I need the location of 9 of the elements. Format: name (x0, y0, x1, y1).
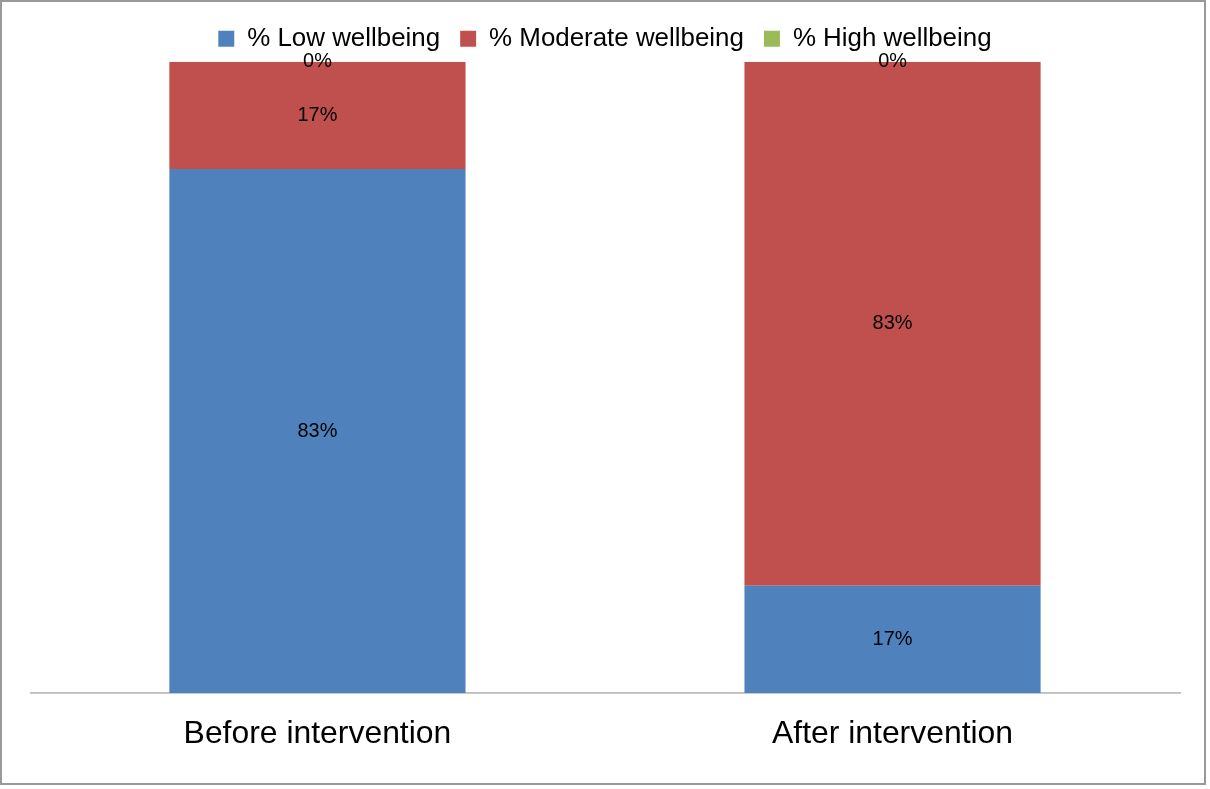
data-label: 17% (872, 626, 913, 649)
legend-label: % Moderate wellbeing (489, 22, 744, 51)
x-tick-label: Before intervention (183, 713, 452, 750)
data-label: 17% (297, 102, 338, 125)
legend-label: % High wellbeing (792, 22, 992, 51)
x-tick-label: After intervention (772, 713, 1014, 750)
data-label: 83% (297, 418, 338, 441)
legend-label: % Low wellbeing (247, 22, 441, 51)
data-label: 83% (872, 311, 913, 334)
